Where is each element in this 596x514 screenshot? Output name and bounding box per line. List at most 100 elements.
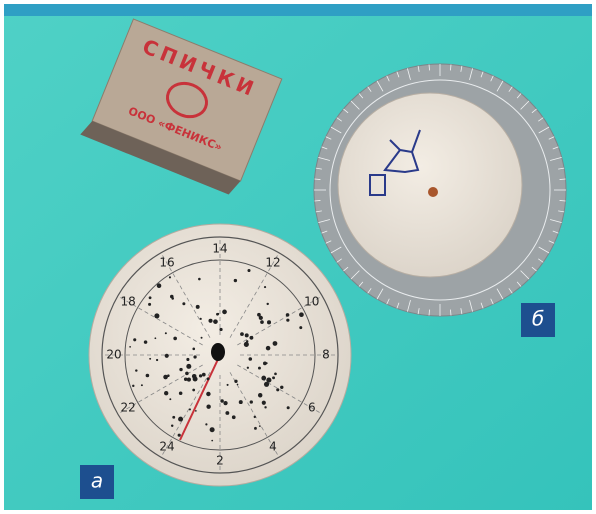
- star: [178, 434, 181, 437]
- star: [254, 416, 256, 418]
- hour-label: 16: [159, 256, 174, 270]
- star: [258, 367, 261, 370]
- star: [286, 319, 289, 322]
- star: [185, 372, 189, 376]
- star: [169, 276, 171, 278]
- star: [227, 384, 229, 386]
- star: [189, 408, 191, 410]
- star: [188, 380, 190, 382]
- star: [196, 305, 200, 309]
- star: [267, 320, 271, 324]
- star: [254, 427, 257, 430]
- star: [133, 338, 136, 341]
- star: [232, 415, 236, 419]
- star: [234, 279, 237, 282]
- star: [219, 328, 222, 331]
- star: [286, 313, 290, 317]
- star: [141, 384, 143, 386]
- star: [225, 411, 229, 415]
- star: [262, 401, 266, 405]
- page: СПИЧКИ ООО «ФЕНИКС» 14121086422422201816…: [0, 0, 596, 514]
- star: [274, 373, 277, 376]
- star: [164, 391, 168, 395]
- hour-label: 2: [216, 454, 224, 468]
- star: [171, 297, 174, 300]
- star: [149, 296, 152, 299]
- star: [184, 378, 187, 381]
- star: [182, 302, 185, 305]
- star: [195, 410, 197, 412]
- hour-label: 6: [308, 401, 316, 415]
- scale-tick: [560, 179, 566, 180]
- star: [245, 333, 249, 337]
- star: [258, 393, 262, 397]
- star: [247, 269, 250, 272]
- label-a: а: [91, 469, 103, 493]
- hour-label: 24: [159, 439, 174, 453]
- star: [193, 377, 198, 382]
- star: [154, 337, 156, 339]
- star: [247, 367, 249, 369]
- star: [173, 337, 177, 341]
- star: [234, 380, 237, 383]
- star: [129, 346, 131, 348]
- star: [222, 310, 227, 315]
- star: [260, 320, 264, 324]
- star: [156, 359, 158, 361]
- star: [169, 398, 171, 400]
- star: [250, 336, 254, 340]
- star: [165, 332, 167, 334]
- scale-tick: [429, 64, 430, 70]
- star: [205, 423, 207, 425]
- star: [280, 386, 283, 389]
- star: [206, 404, 210, 408]
- star: [239, 400, 243, 404]
- star: [261, 376, 266, 381]
- star: [213, 319, 218, 324]
- star: [171, 425, 173, 427]
- center-hole: [211, 343, 225, 361]
- star: [179, 392, 183, 396]
- star: [266, 346, 271, 351]
- hour-label: 14: [212, 242, 227, 256]
- dial-b-inner: [338, 93, 522, 277]
- star: [207, 377, 210, 380]
- star: [264, 406, 266, 408]
- star: [206, 392, 210, 396]
- star: [192, 348, 195, 351]
- star: [178, 417, 183, 422]
- star: [240, 332, 244, 336]
- star: [276, 388, 279, 391]
- hour-label: 8: [322, 348, 330, 362]
- star: [211, 440, 213, 442]
- scale-tick: [560, 200, 566, 201]
- star: [132, 385, 134, 387]
- scale-tick: [450, 64, 451, 70]
- scale-tick: [314, 200, 320, 201]
- star: [201, 337, 203, 339]
- star: [146, 374, 150, 378]
- star: [259, 316, 263, 320]
- star: [299, 312, 304, 317]
- star: [135, 369, 137, 371]
- dial-b: [314, 64, 566, 316]
- star: [186, 364, 191, 369]
- star: [237, 384, 239, 386]
- star: [202, 373, 206, 377]
- star: [266, 378, 271, 383]
- hour-label: 20: [106, 348, 121, 362]
- star: [154, 313, 159, 318]
- star: [198, 278, 201, 281]
- star: [200, 318, 202, 320]
- star: [273, 341, 278, 346]
- star: [266, 362, 268, 364]
- star: [287, 406, 290, 409]
- star: [192, 389, 195, 392]
- photo: СПИЧКИ ООО «ФЕНИКС» 14121086422422201816…: [0, 0, 596, 514]
- label-b: б: [532, 307, 544, 331]
- star: [267, 303, 269, 305]
- star: [216, 313, 219, 316]
- star: [199, 374, 202, 377]
- star: [210, 427, 215, 432]
- star: [157, 283, 162, 288]
